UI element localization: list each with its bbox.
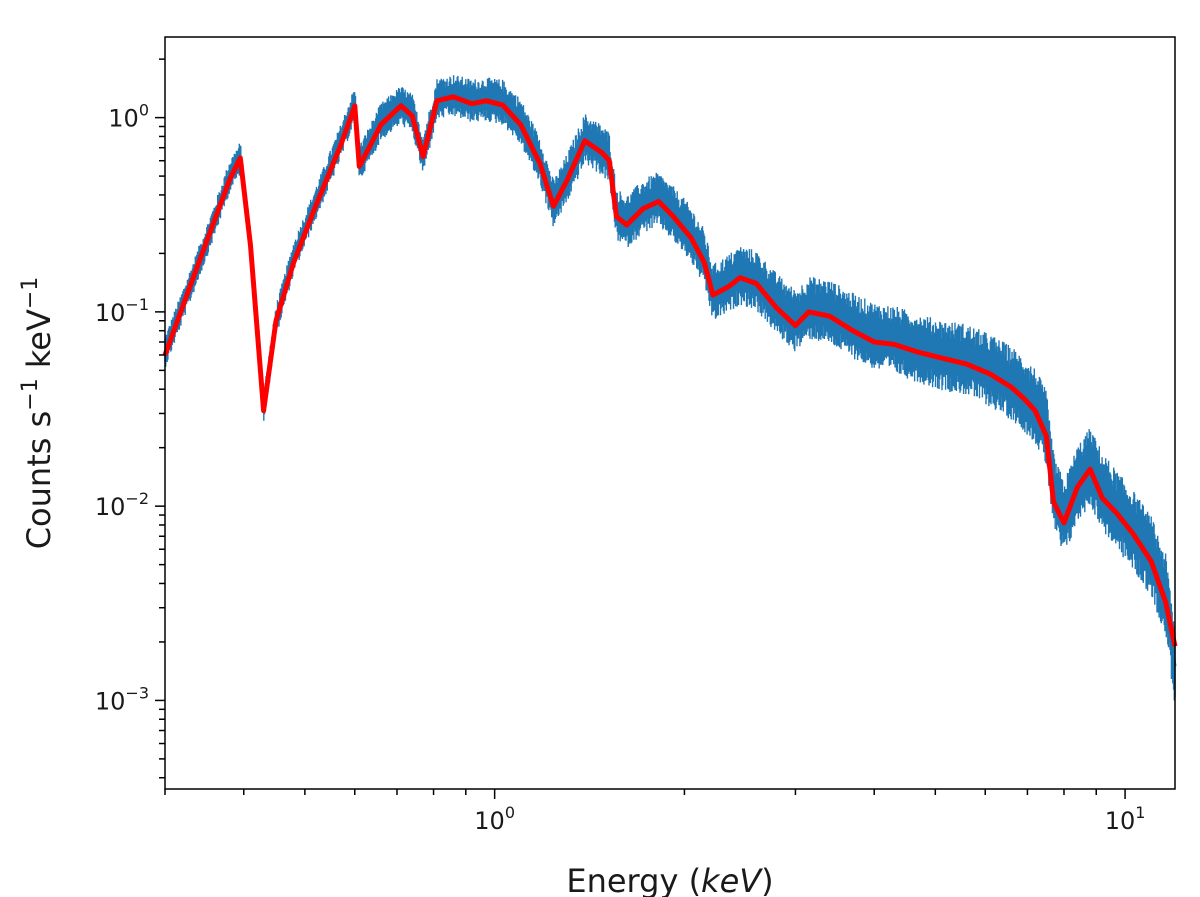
y-tick-label: 10−1: [95, 295, 149, 327]
model-fit-line: [162, 94, 1178, 647]
y-tick-label: 10−2: [95, 489, 149, 521]
y-tick-label: 100: [108, 101, 149, 133]
x-tick-label: 101: [1105, 803, 1146, 835]
x-axis-label: Energy (keV): [566, 862, 773, 897]
y-tick-label: 10−3: [95, 683, 149, 715]
data-errorbars: [164, 75, 1176, 701]
x-tick-label: 100: [474, 803, 515, 835]
x-axis-ticks: 100 101: [164, 789, 1146, 835]
y-axis-label: Counts s−1 keV−1: [18, 277, 58, 550]
y-axis-ticks: 100 10−1 10−2 10−3: [95, 58, 165, 779]
data-noise-band: [164, 75, 1176, 701]
